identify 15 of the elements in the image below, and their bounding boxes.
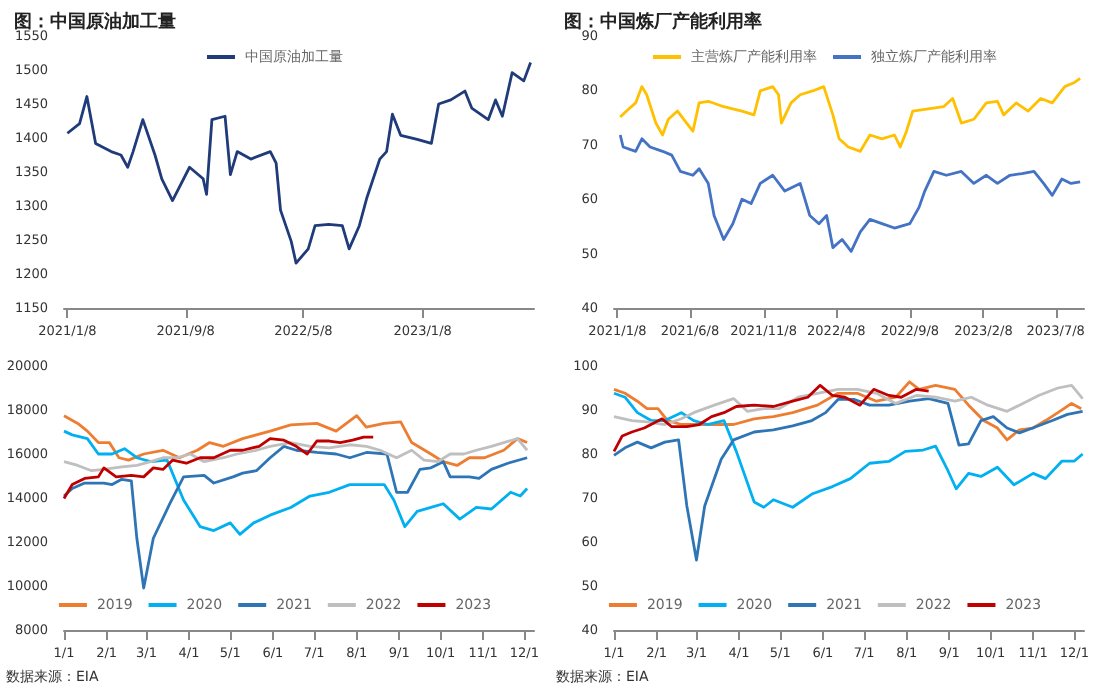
line-series — [612, 391, 1085, 509]
line-series — [62, 435, 375, 500]
chart-title: 图：中国炼厂产能利用率 — [564, 11, 762, 33]
line-series — [62, 429, 529, 536]
chart-title: 图：中国原油加工量 — [14, 11, 176, 33]
line-series — [62, 414, 529, 467]
line-series — [66, 61, 532, 265]
line-series — [618, 133, 1082, 253]
line-series — [612, 383, 1085, 426]
line-series — [612, 397, 1085, 562]
line-series — [618, 77, 1082, 153]
line-series — [62, 444, 529, 590]
line-series — [612, 380, 1083, 442]
line-series — [612, 383, 931, 453]
line-series — [62, 437, 529, 473]
